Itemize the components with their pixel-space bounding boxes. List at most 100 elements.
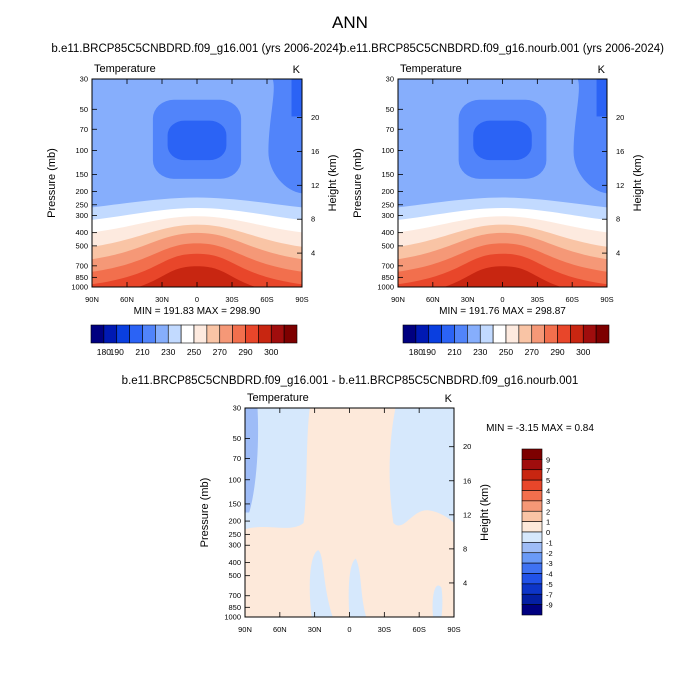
- x-tick-label: 60S: [260, 295, 273, 304]
- y-tick-label: 70: [386, 125, 394, 134]
- y-tick-label: 30: [386, 75, 394, 84]
- y-tick-label: 250: [228, 530, 241, 539]
- colorbar-box: [518, 324, 533, 344]
- colorbar-box: [180, 324, 195, 344]
- x-tick-label: 30N: [461, 295, 475, 304]
- colorbar-label: -3: [546, 559, 553, 568]
- x-tick-label: 60N: [426, 295, 440, 304]
- colorbar-label: 190: [422, 347, 436, 357]
- y-tick-label: 70: [80, 125, 88, 134]
- colorbar-label: 1: [546, 518, 550, 527]
- y-tick-label: 250: [381, 200, 394, 209]
- y-tick-label: 1000: [71, 283, 88, 292]
- colorbar-box: [116, 324, 130, 344]
- contour-fill: [348, 558, 367, 617]
- y-tick-label: 200: [228, 517, 241, 526]
- x-tick-label: 60N: [120, 295, 134, 304]
- right-tick-label: 20: [463, 442, 471, 451]
- contour-fill: [245, 408, 454, 617]
- y-tick-label: 50: [80, 105, 88, 114]
- colorbar-label: 270: [525, 347, 539, 357]
- colorbar-box: [142, 324, 156, 344]
- colorbar-box: [492, 324, 507, 344]
- right-tick-label: 8: [616, 215, 620, 224]
- right-tick-label: 20: [616, 113, 624, 122]
- colorbar-label: 190: [110, 347, 124, 357]
- colorbar-label: 270: [213, 347, 227, 357]
- y-tick-label: 150: [75, 170, 88, 179]
- colorbar-label: -7: [546, 590, 553, 599]
- colorbar-label: 210: [447, 347, 461, 357]
- x-tick-label: 60S: [565, 295, 578, 304]
- colorbar-label: 5: [546, 476, 550, 485]
- colorbar-box: [415, 324, 430, 344]
- colorbar-box: [206, 324, 221, 344]
- right-tick-label: 12: [616, 181, 624, 190]
- y-tick-label: 200: [381, 187, 394, 196]
- colorbar-label: 300: [576, 347, 590, 357]
- left-string: Temperature: [247, 392, 309, 404]
- panel-title: b.e11.BRCP85C5CNBDRD.f09_g16.001 - b.e11…: [122, 375, 579, 387]
- y-tick-label: 100: [381, 146, 394, 155]
- y-axis-label: Pressure (mb): [46, 148, 58, 218]
- y-tick-label: 70: [233, 454, 241, 463]
- y-tick-label: 850: [381, 273, 394, 282]
- contour-fill: [291, 79, 302, 117]
- x-tick-label: 30N: [155, 295, 169, 304]
- colorbar-box: [521, 573, 543, 585]
- y-tick-label: 150: [381, 170, 394, 179]
- y-tick-label: 500: [228, 571, 241, 580]
- colorbar-box: [428, 324, 442, 344]
- min-max-label: MIN = 191.76 MAX = 298.87: [439, 306, 566, 317]
- y-tick-label: 700: [75, 261, 88, 270]
- colorbar-box: [283, 324, 298, 344]
- contour-plot-top-left: [92, 79, 302, 287]
- colorbar-label: 3: [546, 497, 550, 506]
- left-string: Temperature: [94, 63, 156, 75]
- x-tick-label: 30S: [225, 295, 238, 304]
- x-tick-label: 90N: [85, 295, 99, 304]
- y-tick-label: 300: [228, 541, 241, 550]
- panel-title: b.e11.BRCP85C5CNBDRD.f09_g16.nourb.001 (…: [340, 43, 664, 55]
- y-tick-label: 500: [75, 241, 88, 250]
- x-tick-label: 90S: [447, 625, 460, 634]
- colorbar-label: -2: [546, 549, 553, 558]
- right-tick-label: 20: [311, 113, 319, 122]
- units-label: K: [598, 64, 606, 76]
- colorbar-label: 290: [550, 347, 564, 357]
- colorbar-box: [595, 324, 610, 344]
- panel-title: b.e11.BRCP85C5CNBDRD.f09_g16.001 (yrs 20…: [51, 43, 342, 55]
- right-tick-label: 8: [463, 544, 467, 553]
- colorbar-box: [155, 324, 169, 344]
- contour-fill: [432, 585, 443, 617]
- colorbar-box: [544, 324, 558, 344]
- x-tick-label: 90N: [238, 625, 252, 634]
- colorbar-box: [467, 324, 481, 344]
- y-tick-label: 100: [75, 146, 88, 155]
- contour-fill: [245, 408, 259, 513]
- y-tick-label: 400: [75, 228, 88, 237]
- colorbar-box: [219, 324, 233, 344]
- colorbar-label: 2: [546, 507, 550, 516]
- colorbar-label: 180: [97, 347, 111, 357]
- y-axis-label: Pressure (mb): [199, 478, 211, 548]
- colorbar-box: [521, 542, 543, 554]
- contour-fill: [137, 266, 257, 287]
- colorbar-box: [454, 324, 468, 344]
- x-tick-label: 0: [500, 295, 504, 304]
- colorbar-box: [570, 324, 584, 344]
- y-tick-label: 50: [386, 105, 394, 114]
- right-tick-label: 12: [463, 510, 471, 519]
- y-tick-label: 700: [228, 591, 241, 600]
- contour-plot-top-right: [398, 79, 607, 287]
- y-tick-label: 700: [381, 261, 394, 270]
- units-label: K: [293, 64, 301, 76]
- y-tick-label: 250: [75, 200, 88, 209]
- right-tick-label: 16: [463, 476, 471, 485]
- colorbar-box: [521, 521, 543, 533]
- colorbar-label: 250: [187, 347, 201, 357]
- colorbar-label: -5: [546, 580, 553, 589]
- y-tick-label: 400: [228, 558, 241, 567]
- units-label: K: [445, 393, 453, 405]
- contour-fill: [309, 550, 333, 617]
